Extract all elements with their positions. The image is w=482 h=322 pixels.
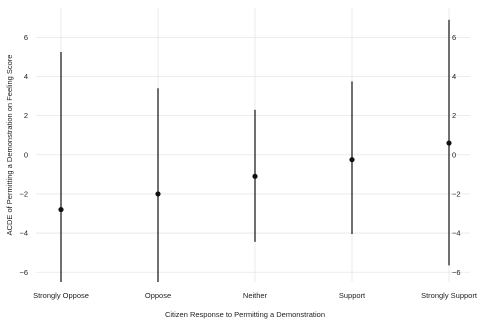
x-tick-label: Strongly Support <box>421 291 478 300</box>
y-tick-label-right: 6 <box>452 33 456 42</box>
y-axis-left: −6 −4 −2 0 2 4 6 <box>19 33 28 277</box>
y-tick-label: −4 <box>19 229 28 238</box>
y-tick-label: 6 <box>24 33 28 42</box>
data-point <box>349 157 355 163</box>
x-axis: Strongly Oppose Oppose Neither Support Stron… <box>33 291 478 300</box>
y-tick-label-right: 2 <box>452 111 456 120</box>
data-point <box>155 191 161 197</box>
y-axis-right: −6 −4 −2 0 2 4 6 <box>452 33 461 277</box>
y-axis-title: ACDE of Permitting a Demonstration on Fe… <box>5 55 14 236</box>
y-tick-label: −2 <box>19 190 28 199</box>
y-tick-label-right: 0 <box>452 150 456 159</box>
y-tick-label: 0 <box>24 150 28 159</box>
y-tick-label: 4 <box>24 72 28 81</box>
y-tick-label-right: 4 <box>452 72 456 81</box>
y-tick-label-right: −2 <box>452 190 461 199</box>
y-tick-label: 2 <box>24 111 28 120</box>
data-point <box>252 173 258 179</box>
x-tick-label: Strongly Oppose <box>33 291 89 300</box>
x-axis-title: Citizen Response to Permitting a Demonst… <box>165 310 325 319</box>
grid <box>36 8 470 282</box>
x-tick-label: Support <box>339 291 366 300</box>
y-tick-label-right: −6 <box>452 268 461 277</box>
y-tick-label: −6 <box>19 268 28 277</box>
data-point <box>446 140 452 146</box>
y-tick-label-right: −4 <box>452 229 461 238</box>
point-estimates <box>58 140 452 213</box>
x-tick-label: Oppose <box>145 291 171 300</box>
x-tick-label: Neither <box>243 291 268 300</box>
data-point <box>58 206 64 213</box>
